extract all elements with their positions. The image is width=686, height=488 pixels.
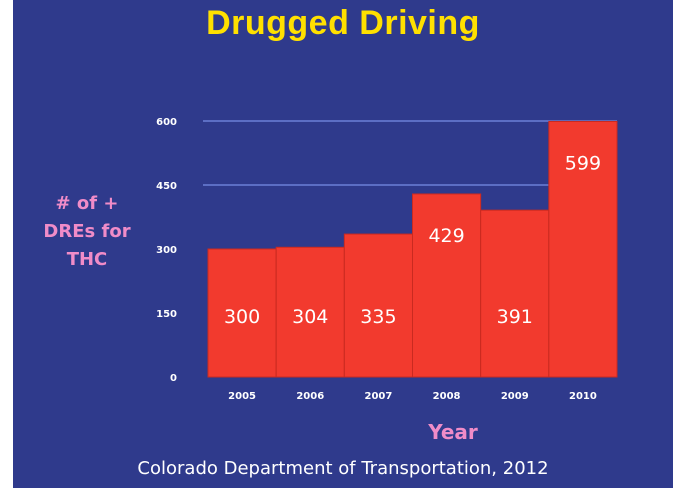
data-label-2007: 335	[360, 306, 396, 328]
x-tick-label-2010: 2010	[569, 391, 597, 402]
data-label-2010: 599	[565, 152, 601, 174]
source-caption: Colorado Department of Transportation, 2…	[137, 458, 549, 479]
bar-2007	[343, 233, 414, 378]
bar-chart: 0 150 300 450 600 300 2005 304 2006 335 2007 429 200…	[156, 117, 618, 402]
bar-2010	[548, 120, 618, 378]
y-tick-label-300: 300	[156, 245, 177, 256]
y-axis-label-line-3: THC	[66, 249, 108, 270]
x-tick-label-2008: 2008	[433, 391, 461, 402]
data-label-2005: 300	[224, 306, 260, 328]
x-tick-label-2005: 2005	[228, 391, 256, 402]
slide-background: Drugged Driving # of + DREs for THC 0 150…	[13, 0, 673, 488]
y-tick-label-450: 450	[156, 181, 177, 192]
x-tick-label-2007: 2007	[364, 391, 392, 402]
y-axis-label: # of + DREs for THC	[27, 190, 147, 274]
y-tick-label-600: 600	[156, 117, 177, 128]
data-label-2008: 429	[428, 225, 464, 247]
bar-2006	[275, 246, 345, 378]
y-axis-label-line-1: # of +	[55, 193, 119, 214]
x-axis-label: Year	[428, 420, 478, 444]
chart-title: Drugged Driving	[206, 4, 480, 42]
y-tick-label-150: 150	[156, 309, 177, 320]
bar-2009	[480, 209, 550, 378]
data-label-2009: 391	[497, 306, 533, 328]
x-tick-label-2009: 2009	[501, 391, 529, 402]
x-tick-label-2006: 2006	[296, 391, 324, 402]
bar-2008	[412, 193, 482, 378]
y-axis-label-line-2: DREs for	[43, 221, 131, 242]
y-tick-label-0: 0	[170, 373, 177, 384]
data-label-2006: 304	[292, 306, 328, 328]
